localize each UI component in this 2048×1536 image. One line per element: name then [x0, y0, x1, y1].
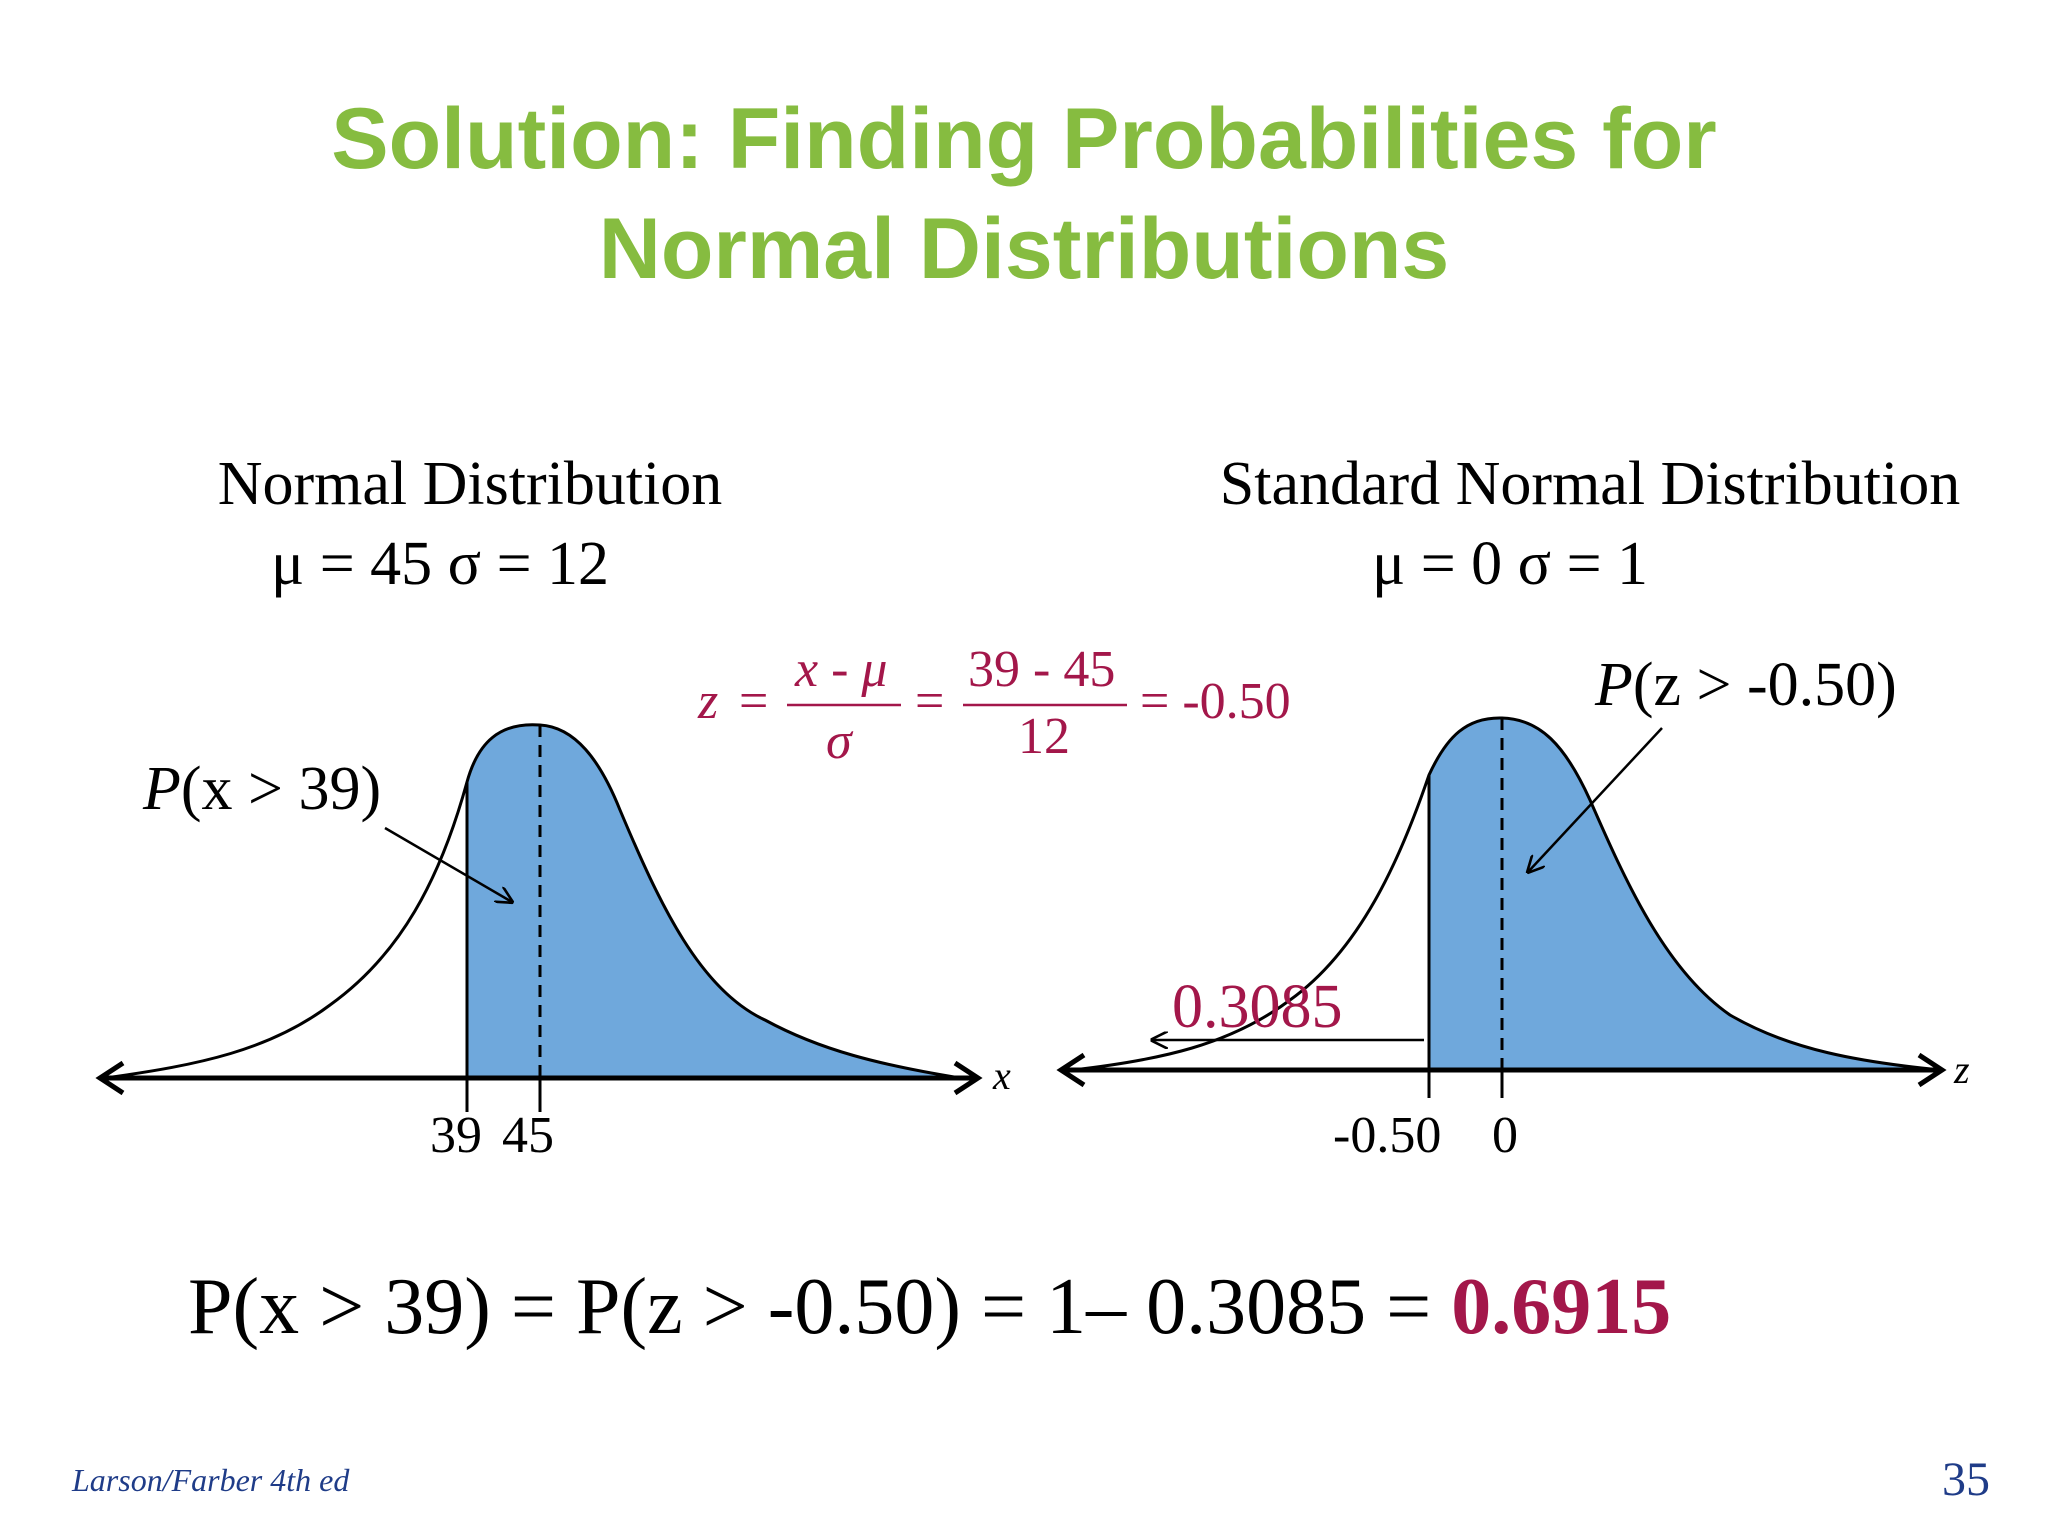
- left-shaded-area: [467, 724, 960, 1078]
- formula-numerator-2: 39 - 45: [968, 641, 1116, 698]
- conclusion: P(x > 39) = P(z > -0.50) = 1– 0.3085 = 0…: [188, 1262, 1671, 1353]
- title-line-1: Solution: Finding Probabilities for: [331, 91, 1717, 187]
- formula-result: = -0.50: [1140, 673, 1291, 730]
- left-prob-label: P(x > 39): [143, 755, 382, 823]
- right-axis-arrow-right: [1917, 1052, 1947, 1088]
- right-axis-arrow-left: [1056, 1052, 1086, 1088]
- right-tick-label-neg: -0.50: [1333, 1107, 1442, 1164]
- page-number: 35: [1942, 1453, 1990, 1506]
- left-axis-label: x: [993, 1053, 1011, 1098]
- formula-z: z: [698, 673, 719, 730]
- formula-denominator-1: σ: [826, 713, 852, 770]
- left-distribution: [95, 723, 983, 1112]
- formula-eq-2: =: [915, 673, 945, 730]
- left-pointer-arrow: [384, 826, 512, 902]
- right-shaded-area: [1429, 717, 1940, 1070]
- left-tick-label-39: 39: [430, 1107, 482, 1164]
- left-panel-params: μ = 45 σ = 12: [270, 530, 610, 598]
- footer-citation: Larson/Farber 4th ed: [72, 1462, 350, 1498]
- formula-eq-1: =: [739, 673, 769, 730]
- left-area-value: 0.3085: [1172, 973, 1343, 1041]
- right-panel-params: μ = 0 σ = 1: [1371, 530, 1649, 598]
- conclusion-text: P(x > 39) = P(z > -0.50) = 1– 0.3085 =: [188, 1263, 1452, 1351]
- formula-numerator-1: x - μ: [795, 641, 888, 698]
- left-tick-label-45: 45: [502, 1107, 554, 1164]
- right-panel-heading: Standard Normal Distribution: [1219, 450, 1961, 518]
- right-distribution: [1056, 716, 1947, 1098]
- conclusion-answer: 0.6915: [1451, 1263, 1672, 1351]
- left-axis-arrow-right: [953, 1060, 983, 1096]
- right-axis-label: z: [1954, 1047, 1970, 1092]
- title-line-2: Normal Distributions: [598, 201, 1450, 297]
- left-panel-heading: Normal Distribution: [217, 450, 723, 518]
- formula-denominator-2: 12: [1018, 708, 1070, 765]
- right-prob-label: P(z > -0.50): [1595, 651, 1897, 719]
- right-pointer-arrow: [1528, 727, 1663, 872]
- right-tick-label-0: 0: [1492, 1107, 1518, 1164]
- left-axis-arrow-left: [95, 1060, 125, 1096]
